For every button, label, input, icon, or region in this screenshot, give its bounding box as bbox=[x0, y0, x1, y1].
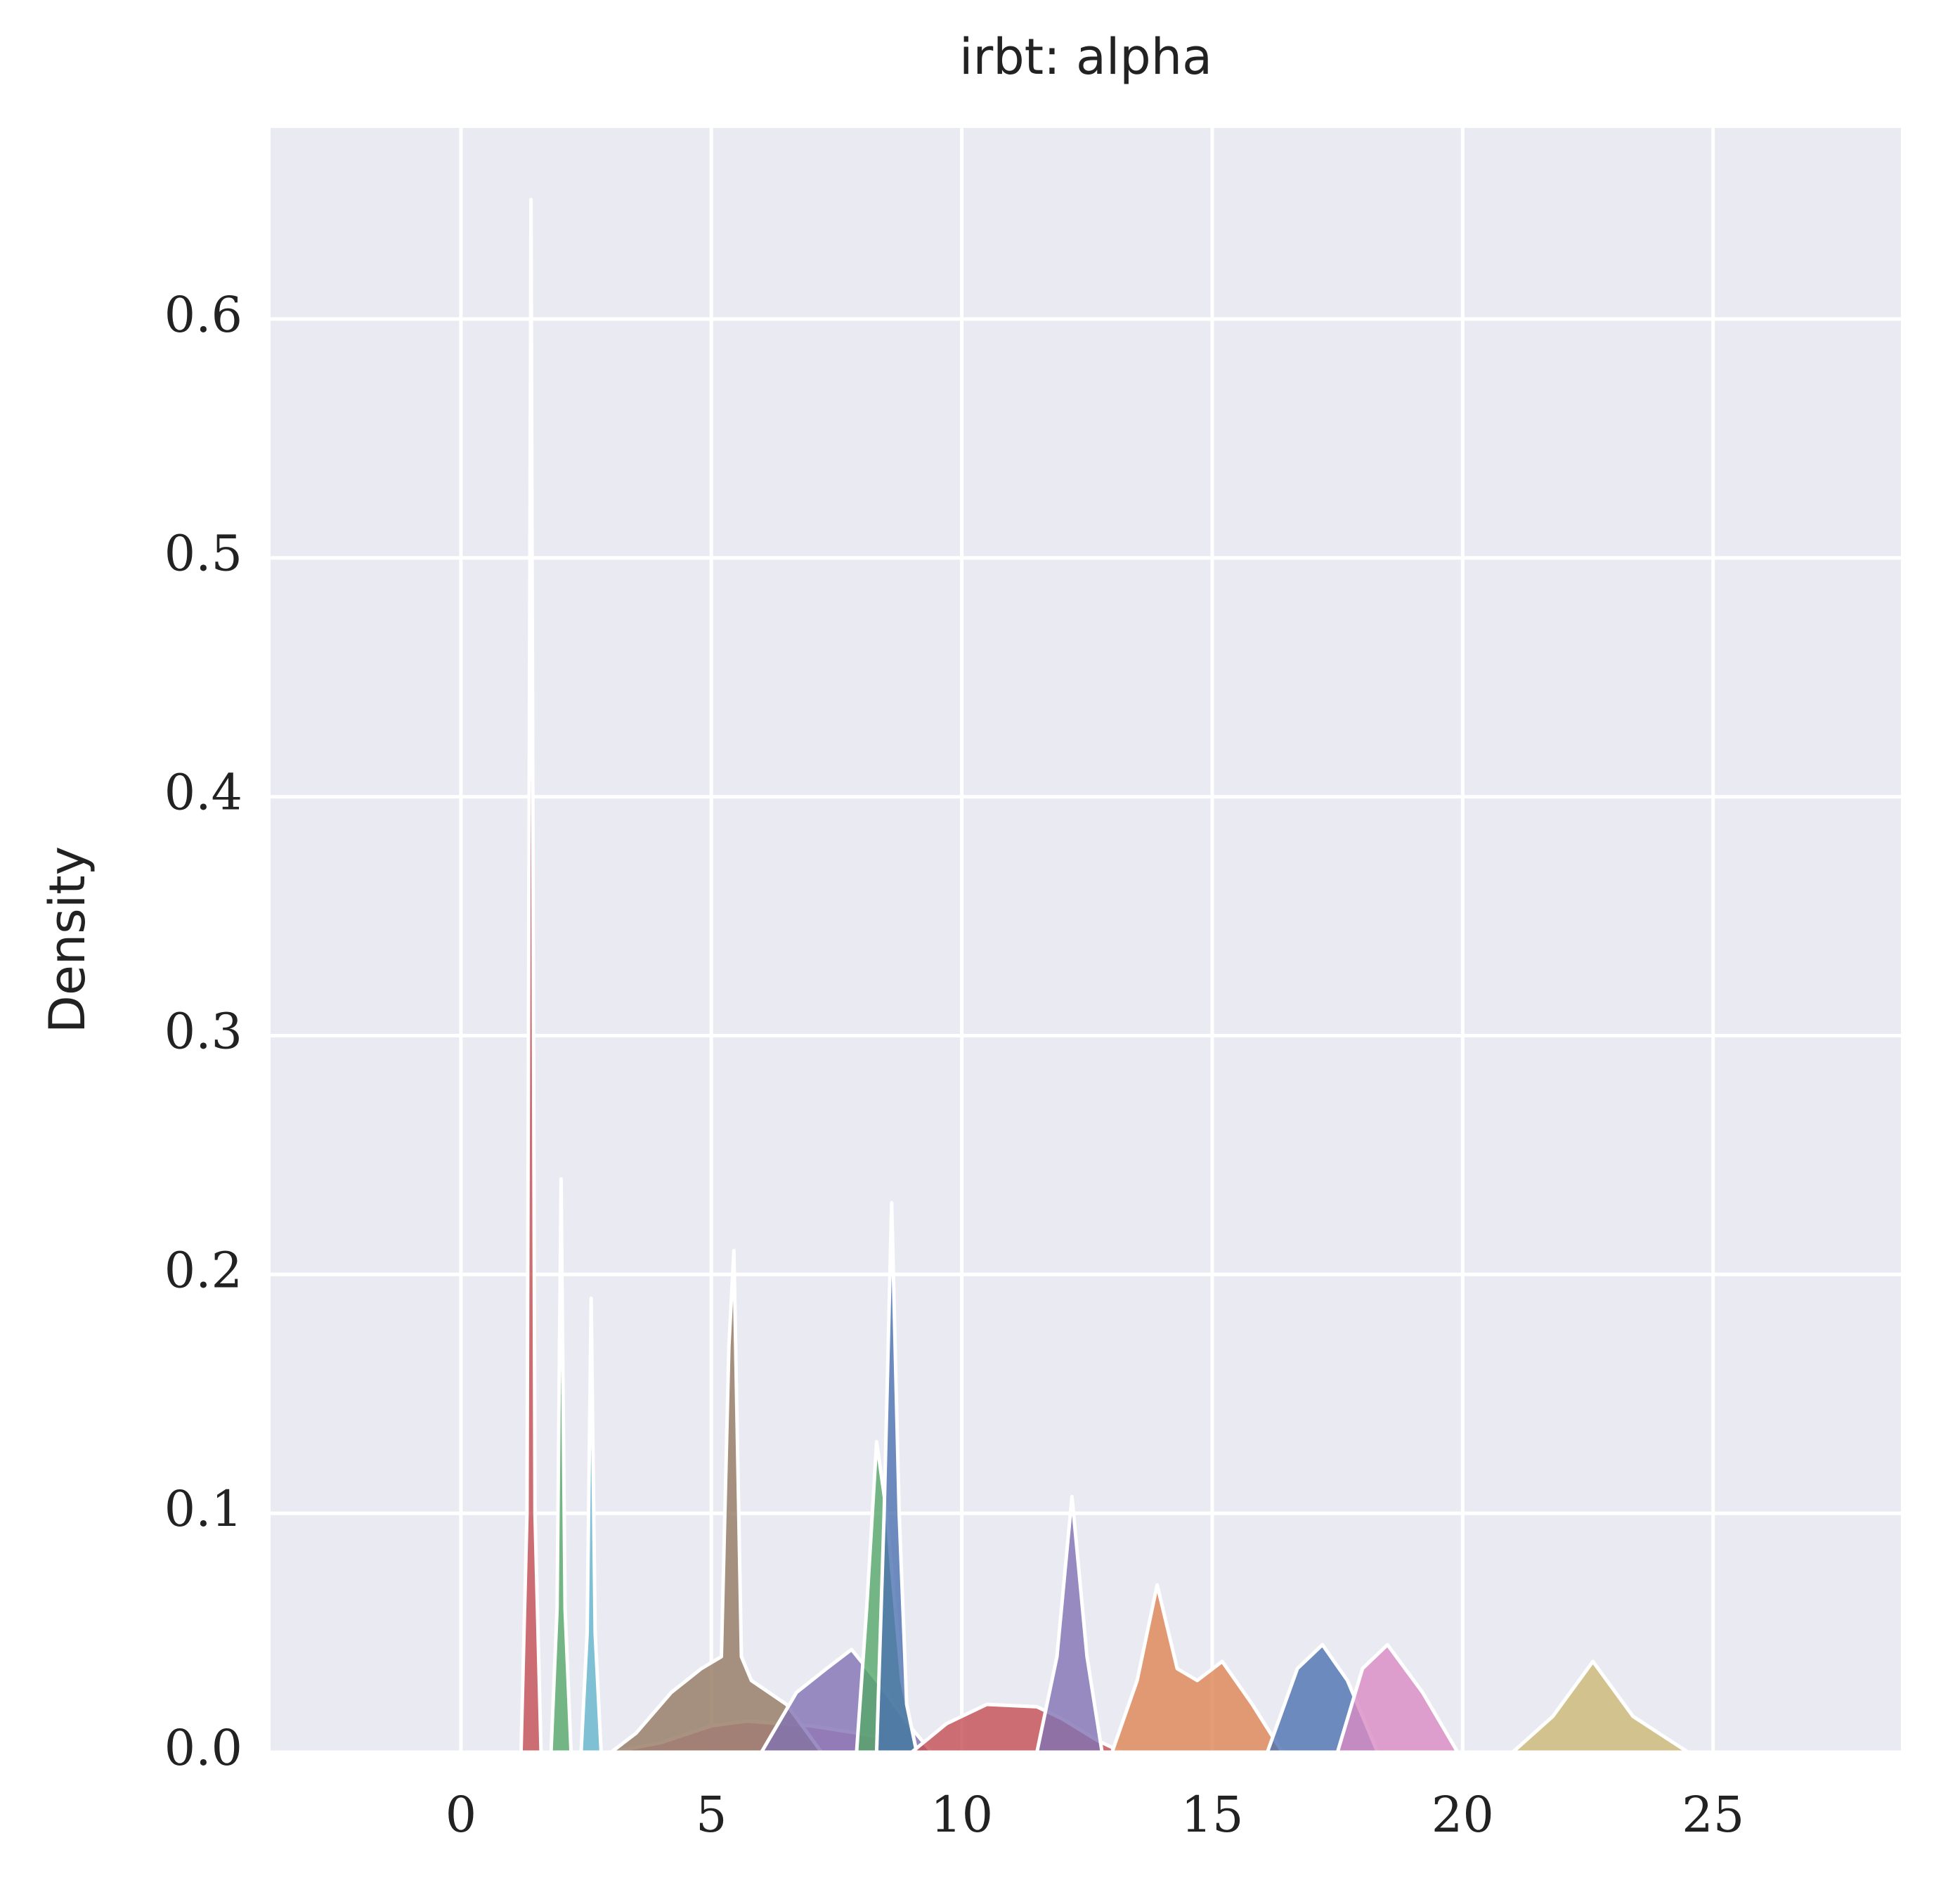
x-tick-label: 20 bbox=[1432, 1786, 1494, 1844]
x-tick-label: 0 bbox=[446, 1786, 477, 1844]
y-axis-label: Density bbox=[39, 846, 96, 1033]
y-tick-label: 0.6 bbox=[164, 286, 242, 344]
y-tick-label: 0.5 bbox=[164, 525, 242, 583]
x-tick-label: 25 bbox=[1682, 1786, 1744, 1844]
density-area bbox=[1511, 1659, 1690, 1754]
density-area bbox=[519, 197, 543, 1754]
x-tick-label: 15 bbox=[1181, 1786, 1243, 1844]
plot-area bbox=[271, 128, 1901, 1752]
x-tick-label: 10 bbox=[930, 1786, 993, 1844]
chart-title: irbt: alpha bbox=[959, 28, 1212, 86]
density-area bbox=[1035, 1494, 1104, 1754]
y-tick-label: 0.0 bbox=[164, 1719, 242, 1777]
y-tick-label: 0.3 bbox=[164, 1002, 242, 1060]
density-area bbox=[549, 1177, 573, 1754]
x-tick-label: 5 bbox=[696, 1786, 727, 1844]
y-tick-label: 0.1 bbox=[164, 1480, 242, 1538]
y-tick-label: 0.4 bbox=[164, 764, 242, 822]
density-area bbox=[579, 1296, 603, 1754]
y-tick-label: 0.2 bbox=[164, 1241, 242, 1299]
density-area bbox=[1335, 1643, 1460, 1754]
